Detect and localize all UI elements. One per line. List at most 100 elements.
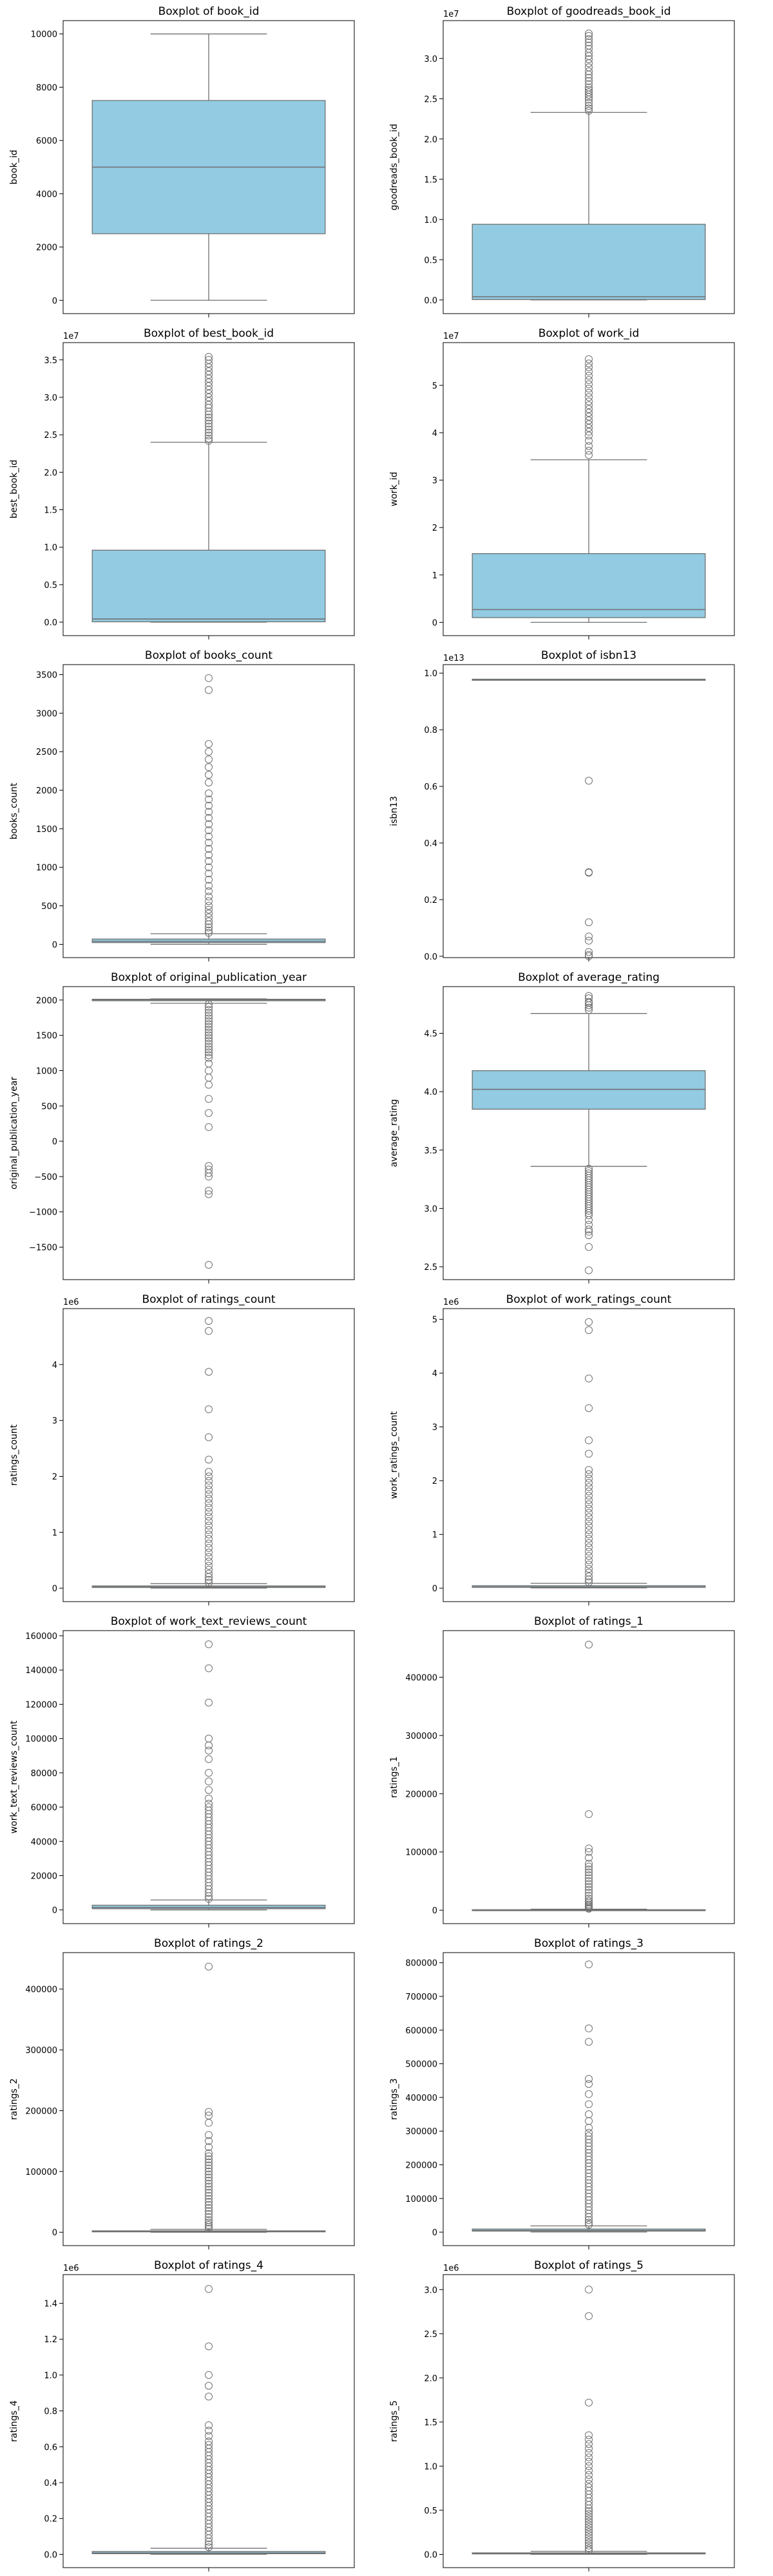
- outlier-point: [585, 2210, 593, 2218]
- outlier-point: [205, 1664, 213, 1672]
- subplot-title: Boxplot of work_ratings_count: [506, 1293, 672, 1306]
- outlier-point: [205, 2170, 213, 2179]
- outlier-point: [205, 1477, 213, 1485]
- outlier-point: [205, 926, 213, 934]
- subplot-title: Boxplot of ratings_1: [534, 1615, 644, 1628]
- y-tick-label: 2000: [36, 786, 57, 796]
- outlier-point: [205, 1576, 213, 1584]
- outlier-point: [205, 363, 213, 372]
- y-tick-label: 1.5: [424, 175, 437, 185]
- outlier-point: [585, 1479, 593, 1487]
- outlier-point: [585, 2515, 593, 2523]
- outlier-point: [585, 2221, 593, 2229]
- outlier-point: [205, 1039, 213, 1048]
- outlier-point: [205, 1566, 213, 1574]
- outlier-point: [205, 2174, 213, 2182]
- outlier-point: [205, 1190, 213, 1198]
- y-tick-label: 40000: [31, 1837, 57, 1847]
- outlier-point: [585, 1891, 593, 1900]
- outlier-point: [585, 1578, 593, 1586]
- outlier-point: [205, 2176, 213, 2184]
- outlier-point: [205, 1260, 213, 1269]
- subplot-title: Boxplot of average_rating: [518, 971, 660, 984]
- outlier-point: [585, 389, 593, 397]
- outlier-point: [205, 1405, 213, 1414]
- outlier-point: [585, 1877, 593, 1885]
- outlier-point: [585, 2467, 593, 2475]
- y-tick-label: 0: [52, 2228, 57, 2238]
- outlier-point: [585, 77, 593, 85]
- outlier-point: [585, 355, 593, 363]
- subplot-ratings-count: Boxplot of ratings_count 0 1 2 3 4 1e6 ratings_…: [9, 1293, 355, 1605]
- outlier-point: [205, 2342, 213, 2351]
- outlier-point: [205, 2213, 213, 2221]
- outlier-point: [585, 1450, 593, 1458]
- y-tick-label: 0.0: [424, 952, 437, 962]
- outlier-point: [585, 2213, 593, 2221]
- outlier-point: [585, 1266, 593, 1274]
- outlier-point: [205, 909, 213, 918]
- outlier-point: [205, 1000, 213, 1009]
- y-axis-label: goodreads_book_id: [389, 124, 399, 211]
- outlier-point: [585, 2471, 593, 2479]
- outlier-point: [585, 2312, 593, 2320]
- outlier-point: [205, 1169, 213, 1177]
- outlier-point: [585, 1859, 593, 1868]
- outlier-point: [585, 30, 593, 37]
- outlier-point: [205, 1526, 213, 1534]
- outlier-point: [205, 1037, 213, 1045]
- outlier-point: [205, 802, 213, 810]
- outlier-point: [585, 2179, 593, 2188]
- outlier-point: [585, 55, 593, 63]
- outlier-point: [585, 2539, 593, 2547]
- outlier-point: [205, 1803, 213, 1812]
- outlier-point: [205, 367, 213, 375]
- y-tick-label: 100000: [25, 2168, 57, 2177]
- y-tick-label: 120000: [25, 1700, 57, 1710]
- outlier-point: [585, 424, 593, 432]
- outlier-point: [205, 1553, 213, 1561]
- outlier-point: [585, 2202, 593, 2211]
- outlier-point: [585, 2159, 593, 2167]
- outlier-point: [585, 59, 593, 68]
- y-tick-label: 5: [432, 381, 437, 391]
- outlier-point: [585, 2398, 593, 2407]
- y-tick-label: 0.5: [424, 256, 437, 265]
- outlier-point: [205, 1499, 213, 1508]
- outlier-point: [585, 1513, 593, 1521]
- outlier-point: [585, 1543, 593, 1551]
- outlier-point: [585, 1504, 593, 1513]
- outlier-point: [585, 1474, 593, 1482]
- outlier-point: [585, 363, 593, 372]
- y-tick-label: 0.2: [44, 2515, 57, 2524]
- outlier-point: [585, 2123, 593, 2132]
- outlier-point: [585, 431, 593, 440]
- subplot-title: Boxplot of ratings_5: [534, 2259, 644, 2272]
- y-tick-label: 2.0: [424, 135, 437, 145]
- outlier-point: [585, 1318, 593, 1326]
- outlier-point: [585, 1960, 593, 1969]
- y-tick-label: 0: [52, 940, 57, 950]
- outlier-point: [585, 2166, 593, 2174]
- outlier-point: [205, 1109, 213, 1117]
- iqr-box: [472, 223, 706, 300]
- y-axis-label: original_publication_year: [9, 1077, 19, 1189]
- outlier-point: [585, 2444, 593, 2452]
- y-tick-label: 3.5: [44, 356, 57, 366]
- outlier-point: [585, 1496, 593, 1504]
- y-tick-label: 2500: [36, 748, 57, 757]
- outlier-point: [585, 405, 593, 413]
- outlier-point: [205, 820, 213, 828]
- outlier-point: [205, 1504, 213, 1512]
- subplot-title: Boxplot of goodreads_book_id: [507, 5, 671, 18]
- outlier-point: [585, 1895, 593, 1903]
- outlier-point: [205, 1468, 213, 1476]
- subplot-goodreads-book-id: Boxplot of goodreads_book_id 0.0 0.5 1.0 1.5…: [389, 5, 735, 317]
- outlier-point: [205, 2198, 213, 2206]
- outlier-point: [205, 355, 213, 364]
- y-tick-label: 3.0: [424, 1204, 437, 1214]
- outlier-point: [205, 838, 213, 847]
- outlier-point: [205, 2285, 213, 2293]
- y-tick-label: 1.0: [424, 216, 437, 225]
- outlier-point: [585, 2172, 593, 2181]
